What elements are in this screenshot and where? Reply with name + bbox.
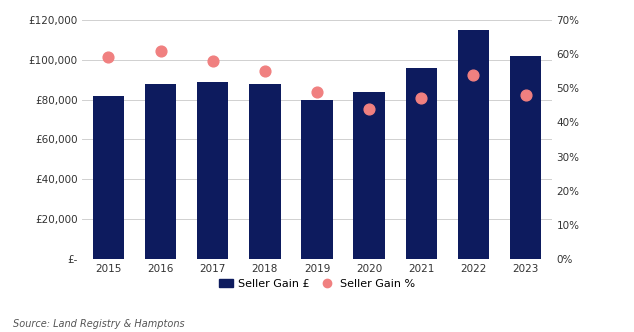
Seller Gain % xyxy=(155,48,165,53)
Seller Gain % xyxy=(260,68,270,74)
Text: Source: Land Registry & Hamptons: Source: Land Registry & Hamptons xyxy=(13,319,184,329)
Legend: Seller Gain £, Seller Gain %: Seller Gain £, Seller Gain % xyxy=(215,274,419,293)
Seller Gain % xyxy=(521,92,531,98)
Seller Gain % xyxy=(469,72,479,77)
Seller Gain % xyxy=(208,58,218,63)
Bar xyxy=(197,82,228,259)
Bar xyxy=(93,96,124,259)
Bar xyxy=(458,30,489,259)
Bar xyxy=(301,100,333,259)
Bar xyxy=(510,56,541,259)
Bar xyxy=(354,92,385,259)
Seller Gain % xyxy=(416,96,426,101)
Bar xyxy=(406,68,437,259)
Bar xyxy=(145,84,176,259)
Seller Gain % xyxy=(103,55,113,60)
Seller Gain % xyxy=(312,89,322,94)
Bar xyxy=(249,84,280,259)
Seller Gain % xyxy=(364,106,374,111)
